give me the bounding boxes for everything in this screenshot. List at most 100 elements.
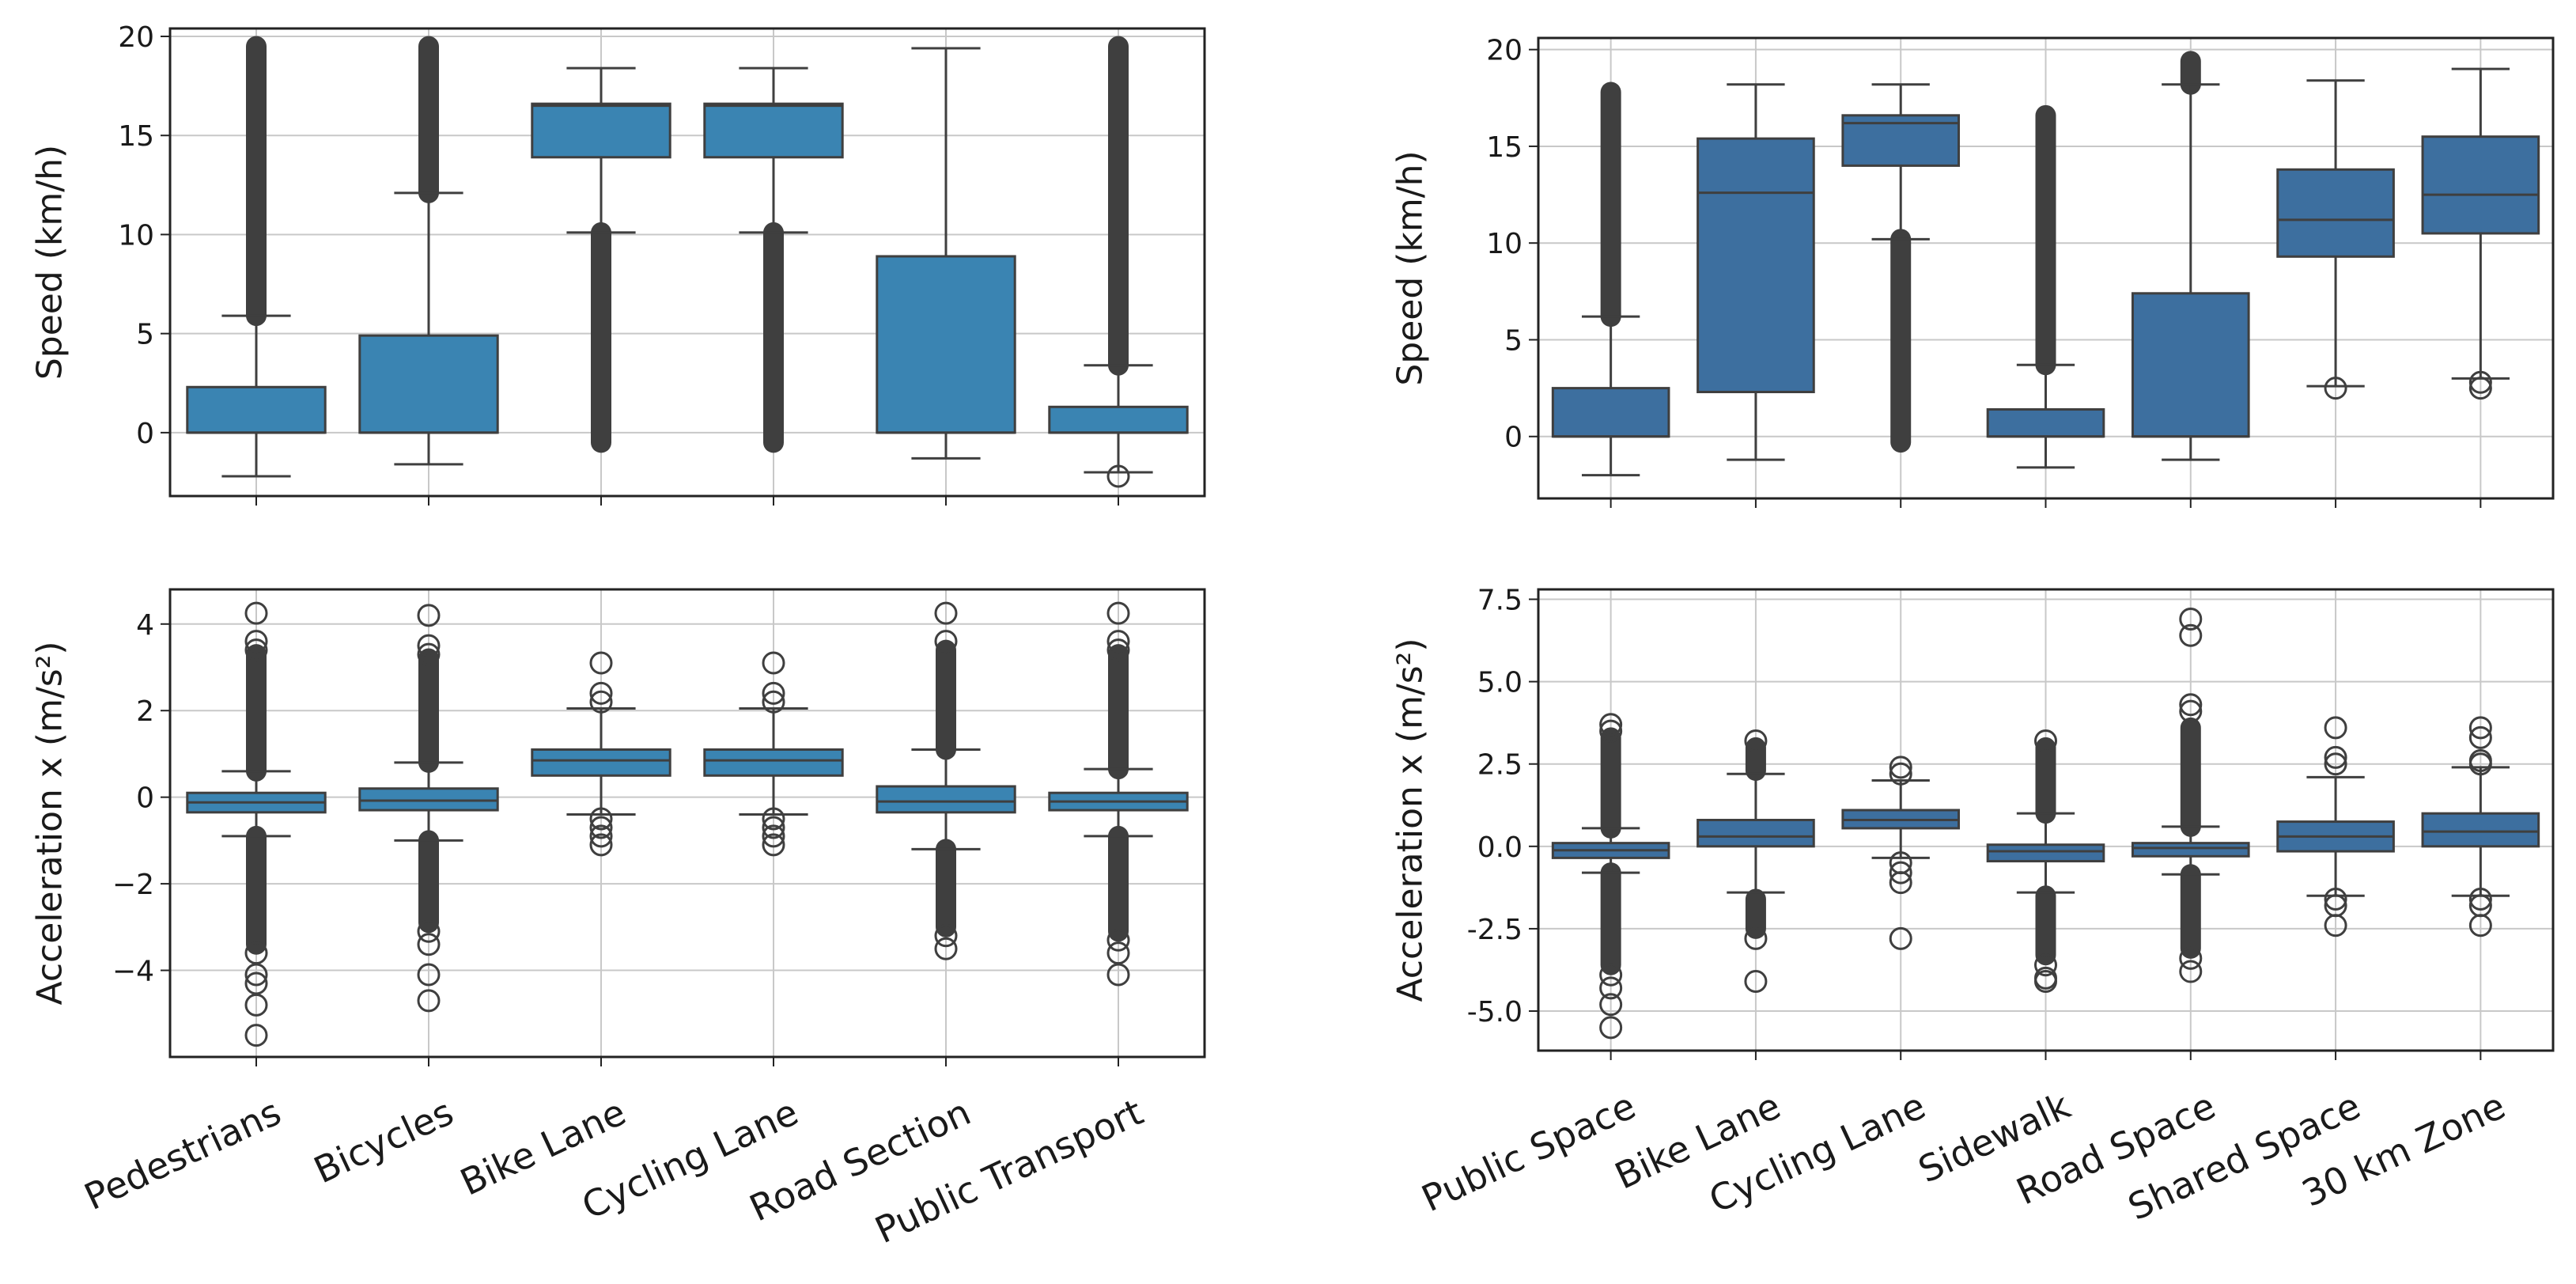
outlier-point xyxy=(244,963,268,987)
box-cycling-lane xyxy=(703,66,844,453)
y-axis-label: Speed (km/h) xyxy=(1390,150,1430,385)
outlier-point xyxy=(2324,752,2347,776)
box-sidewalk xyxy=(1986,729,2105,994)
y-tick-label: 2 xyxy=(136,695,154,728)
box-cycling-lane xyxy=(703,651,844,857)
y-tick-label: 4 xyxy=(136,609,154,642)
outlier-point xyxy=(762,807,785,831)
accel-left-panel: −4 −2 0 2 4 Acceleration x (m/s²) Pedestrians B… xyxy=(29,588,1206,1252)
outlier-point xyxy=(244,1024,268,1047)
y-axis-label: Acceleration x (m/s²) xyxy=(29,641,70,1005)
outlier-point xyxy=(244,993,268,1017)
outlier-band xyxy=(2180,864,2201,959)
box-bicycles xyxy=(358,604,499,1013)
outlier-point xyxy=(417,634,441,657)
box-road-space xyxy=(2131,51,2250,461)
outlier-point xyxy=(2179,623,2203,647)
y-tick-label: -2.5 xyxy=(1467,914,1523,946)
box-public-transport xyxy=(1048,36,1189,488)
outlier-point xyxy=(934,601,958,625)
outlier-point xyxy=(1599,713,1623,737)
outlier-point xyxy=(1889,756,1912,779)
y-tick-label: 5 xyxy=(1504,324,1523,357)
outlier-point xyxy=(762,690,785,714)
outlier-band xyxy=(1600,81,1621,328)
box-bicycles xyxy=(358,36,499,466)
outlier-point xyxy=(2324,887,2347,911)
y-tick-label: 15 xyxy=(118,120,154,153)
outlier-point xyxy=(2468,887,2492,911)
outlier-point xyxy=(1106,928,1130,952)
outlier-point xyxy=(2179,699,2203,723)
outlier-point xyxy=(1106,638,1130,662)
box-body xyxy=(186,385,327,434)
y-tick-label: 0.0 xyxy=(1477,831,1523,864)
outlier-band xyxy=(2035,885,2056,966)
outlier-point xyxy=(1599,963,1623,987)
outlier-point xyxy=(2324,914,2347,937)
y-tick-label: 15 xyxy=(1486,131,1523,164)
outlier-point xyxy=(762,651,785,675)
y-axis-label: Speed (km/h) xyxy=(29,145,70,380)
box-road-section xyxy=(876,601,1016,960)
box-30-km-zone xyxy=(2421,67,2540,400)
box-body xyxy=(876,785,1016,814)
box-cycling-lane xyxy=(1841,756,1961,950)
outlier-point xyxy=(2468,914,2492,937)
y-tick-label: 0 xyxy=(1504,422,1523,454)
outlier-band xyxy=(246,825,267,955)
box-cycling-lane xyxy=(1841,83,1961,453)
x-category-label: Bicycles xyxy=(308,1090,460,1191)
outlier-point xyxy=(2324,745,2347,769)
x-category-label: Pedestrians xyxy=(78,1090,288,1218)
outlier-band xyxy=(936,839,956,937)
y-tick-label: 5.0 xyxy=(1477,667,1523,699)
outlier-point xyxy=(1744,926,1768,950)
outlier-band xyxy=(1108,36,1129,376)
outlier-band xyxy=(936,639,956,760)
outlier-point xyxy=(2324,716,2347,740)
outlier-band xyxy=(2035,737,2056,824)
y-tick-label: -5.0 xyxy=(1467,996,1523,1028)
accel-right-panel: -5.0 -2.5 0.0 2.5 5.0 7.5 Acceleration x (m/s²… xyxy=(1390,584,2555,1229)
y-tick-label: 7.5 xyxy=(1477,584,1523,616)
box-body xyxy=(358,334,499,434)
y-tick-label: 10 xyxy=(1486,228,1523,260)
outlier-band xyxy=(1600,727,1621,839)
y-tick-label: 2.5 xyxy=(1477,749,1523,782)
outlier-band xyxy=(1745,888,1766,939)
outlier-point xyxy=(1599,1016,1623,1040)
outlier-point xyxy=(1889,762,1912,786)
outlier-point xyxy=(417,989,441,1013)
speed-left-panel: 0 5 10 15 20 Speed (km/h) xyxy=(29,21,1206,506)
outlier-point xyxy=(417,604,441,627)
y-tick-label: 10 xyxy=(118,219,154,252)
outlier-point xyxy=(762,681,785,705)
outlier-point xyxy=(2034,729,2057,753)
box-body xyxy=(876,255,1016,434)
box-body xyxy=(531,102,671,159)
outlier-point xyxy=(2468,377,2492,400)
box-body xyxy=(1697,137,1815,394)
outlier-point xyxy=(417,919,441,943)
axes-frame xyxy=(168,588,1206,1059)
outlier-band xyxy=(1745,737,1766,782)
outlier-point xyxy=(1744,970,1768,994)
outlier-point xyxy=(2468,752,2492,776)
outlier-point xyxy=(1599,976,1623,1000)
box-bike-lane xyxy=(1697,83,1815,461)
axes-frame xyxy=(168,27,1206,498)
y-tick-label: 20 xyxy=(118,21,154,54)
outlier-band xyxy=(418,830,439,934)
box-body xyxy=(2131,292,2250,438)
outlier-point xyxy=(589,807,613,831)
box-body xyxy=(531,748,671,777)
outlier-point xyxy=(1599,993,1623,1017)
outlier-point xyxy=(934,937,958,960)
box-bike-lane xyxy=(531,651,671,857)
outlier-point xyxy=(934,924,958,948)
outlier-point xyxy=(762,824,785,848)
outlier-point xyxy=(934,630,958,653)
x-category-label: Public Space xyxy=(1415,1084,1642,1220)
outlier-point xyxy=(589,681,613,705)
